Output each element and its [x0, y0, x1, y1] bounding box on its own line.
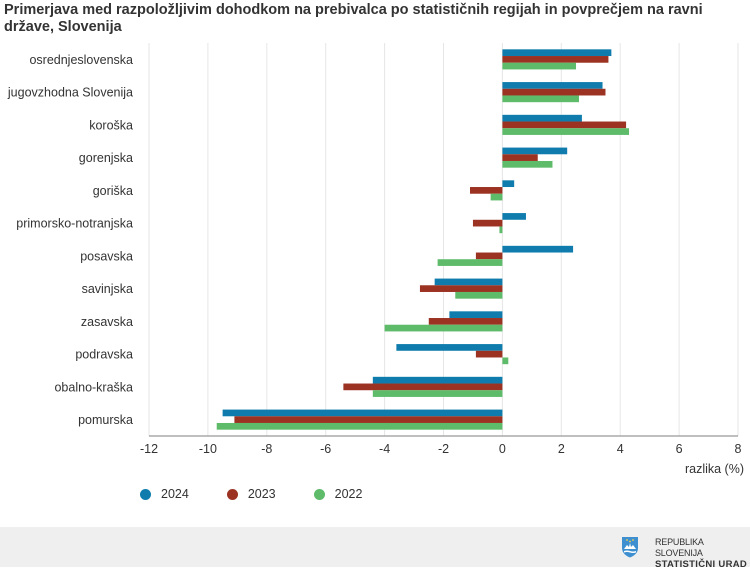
bar-2024[interactable]: [502, 82, 603, 89]
bar-2024[interactable]: [222, 409, 503, 417]
org-name: REPUBLIKA SLOVENIJA STATISTIČNI URAD: [655, 537, 750, 570]
gridlines: [148, 43, 739, 436]
x-tick-label: 2: [558, 442, 565, 456]
legend-item-2023[interactable]: 2023: [226, 487, 276, 501]
org-name-line1: REPUBLIKA SLOVENIJA: [655, 537, 704, 558]
bar-2023[interactable]: [472, 219, 503, 227]
bar-2024[interactable]: [502, 213, 526, 220]
x-tick-labels: -12 -10 -8 -6 -4 -2 0 2 4 6 8: [140, 442, 742, 456]
bar-2024[interactable]: [502, 114, 582, 122]
category-label: jugovzhodna Slovenija: [7, 86, 133, 100]
bar-chart: osrednjeslovenska jugovzhodna Slovenija ko…: [7, 43, 744, 476]
coat-of-arms-icon: [622, 537, 638, 558]
bar-2024[interactable]: [434, 278, 503, 286]
x-tick-label: -8: [261, 442, 272, 456]
category-label: osrednjeslovenska: [29, 53, 133, 67]
bar-2022[interactable]: [437, 259, 503, 266]
bars: [216, 49, 630, 430]
x-tick-label: 8: [735, 442, 742, 456]
bar-2024[interactable]: [372, 376, 503, 384]
category-label: primorsko-notranjska: [16, 217, 133, 231]
category-label: gorenjska: [79, 151, 133, 165]
category-label: posavska: [80, 249, 133, 263]
bar-2022[interactable]: [455, 291, 503, 299]
bar-2023[interactable]: [502, 154, 538, 161]
bar-2024[interactable]: [396, 344, 503, 351]
bar-2024[interactable]: [502, 180, 515, 188]
bar-2022[interactable]: [372, 390, 503, 397]
bar-2024[interactable]: [502, 245, 574, 253]
category-label: savinjska: [82, 282, 133, 296]
bar-2022[interactable]: [502, 95, 579, 103]
bar-2024[interactable]: [449, 311, 503, 319]
bar-2023[interactable]: [428, 318, 503, 325]
x-tick-label: -12: [140, 442, 158, 456]
bar-2022[interactable]: [384, 324, 503, 332]
x-tick-label: -2: [438, 442, 449, 456]
bar-2023[interactable]: [502, 121, 627, 129]
category-label: zasavska: [81, 315, 133, 329]
bar-2022[interactable]: [499, 226, 503, 234]
bar-2023[interactable]: [234, 416, 503, 423]
category-label: obalno-kraška: [54, 380, 133, 394]
bar-2023[interactable]: [475, 350, 503, 358]
org-name-line2: STATISTIČNI URAD: [655, 559, 748, 570]
legend-item-2024[interactable]: 2024: [140, 487, 189, 501]
x-axis-title: razlika (%): [685, 462, 744, 476]
x-tick-label: 4: [617, 442, 624, 456]
bar-2023[interactable]: [343, 383, 503, 391]
x-tick-label: 6: [676, 442, 683, 456]
bar-2024[interactable]: [502, 49, 612, 57]
bar-2022[interactable]: [216, 422, 503, 430]
bar-2023[interactable]: [419, 285, 503, 292]
x-tick-label: -4: [379, 442, 390, 456]
x-tick-label: 0: [499, 442, 506, 456]
bar-2022[interactable]: [502, 357, 509, 365]
category-label: koroška: [89, 118, 133, 132]
bar-2023[interactable]: [475, 252, 503, 260]
legend-item-2022[interactable]: 2022: [313, 487, 363, 501]
category-label: pomurska: [78, 413, 133, 427]
legend-marker-2022: [313, 488, 325, 500]
footer: REPUBLIKA SLOVENIJA STATISTIČNI URAD: [0, 527, 750, 570]
legend-marker-2024: [140, 488, 151, 500]
legend-marker-2023: [226, 488, 238, 500]
bar-2022[interactable]: [502, 160, 553, 168]
bar-2024[interactable]: [502, 147, 568, 155]
bar-2022[interactable]: [490, 193, 503, 201]
category-label: podravska: [75, 348, 133, 362]
bar-2023[interactable]: [502, 88, 606, 96]
legend: 2024 2023 2022: [140, 484, 400, 504]
legend-label-2022: 2022: [334, 487, 363, 501]
x-tick-label: -6: [320, 442, 331, 456]
bar-2023[interactable]: [502, 56, 609, 63]
category-label: goriška: [93, 184, 133, 198]
chart-title: Primerjava med razpoložljivim dohodkom n…: [4, 2, 703, 35]
bar-2022[interactable]: [502, 62, 577, 70]
legend-label-2024: 2024: [161, 487, 189, 501]
x-tick-label: -10: [199, 442, 217, 456]
bar-2023[interactable]: [470, 187, 503, 194]
legend-label-2023: 2023: [247, 487, 276, 501]
bar-2022[interactable]: [502, 128, 630, 135]
category-labels: osrednjeslovenska jugovzhodna Slovenija ko…: [7, 53, 133, 427]
